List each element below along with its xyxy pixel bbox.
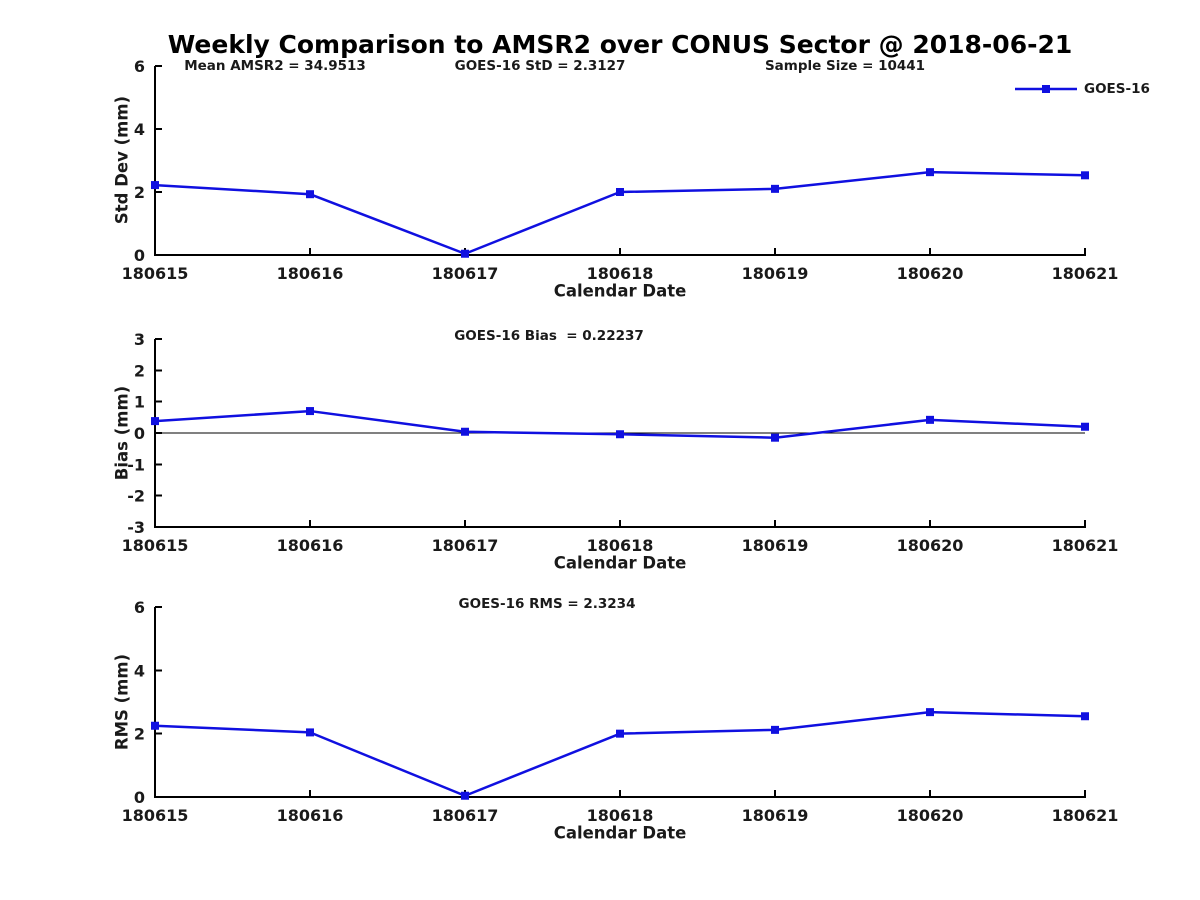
y-tick-label: 6 [134,57,145,76]
x-tick-label: 180620 [897,264,964,283]
legend-swatch [1015,85,1077,93]
y-tick-label: 1 [134,393,145,412]
y-tick-label: 2 [134,725,145,744]
data-point-marker [461,427,469,436]
x-tick-label: 180621 [1052,264,1119,283]
x-tick-label: 180619 [742,264,809,283]
data-point-marker [926,415,934,424]
annotation-goes16-std: GOES-16 StD = 2.3127 [454,58,626,74]
x-tick-label: 180616 [277,536,344,555]
y-tick-label: 0 [134,424,145,443]
data-point-marker [616,430,624,439]
x-tick-label: 180615 [122,536,189,555]
y-tick-label: 4 [134,661,145,680]
data-point-marker [306,407,314,416]
data-point-marker [461,249,469,258]
xlabel-calendar-date-3: Calendar Date [553,823,687,843]
x-tick-label: 180616 [277,264,344,283]
series-line [154,170,1086,255]
x-tick-label: 180616 [277,806,344,825]
data-point-marker [151,181,159,190]
data-point-marker [306,728,314,737]
annotation-sample-size: Sample Size = 10441 [764,58,926,74]
xlabel-calendar-date-2: Calendar Date [553,553,687,573]
y-tick-label: -3 [127,518,145,537]
ylabel-rms: RMS (mm) [112,653,132,751]
x-tick-label: 180615 [122,806,189,825]
data-point-marker [616,729,624,738]
data-point-marker [926,168,934,177]
data-point-marker [616,188,624,196]
x-tick-label: 180618 [587,536,654,555]
figure-title: Weekly Comparison to AMSR2 over CONUS Se… [167,30,1073,59]
annotation-goes16-rms: GOES-16 RMS = 2.3234 [458,596,636,612]
xlabel-calendar-date-1: Calendar Date [553,281,687,301]
data-point-marker [1081,712,1089,721]
x-tick-label: 180619 [742,806,809,825]
x-tick-label: 180620 [897,536,964,555]
y-tick-label: 2 [134,361,145,380]
y-tick-label: 4 [134,120,145,139]
y-tick-label: -1 [127,455,145,474]
legend-label: GOES-16 [1084,81,1150,97]
x-tick-label: 180618 [587,806,654,825]
ylabel-std-dev: Std Dev (mm) [112,95,132,225]
legend: GOES-16 [1015,81,1150,97]
data-point-marker [1081,171,1089,180]
data-point-marker [306,190,314,199]
x-tick-label: 180619 [742,536,809,555]
y-tick-label: 0 [134,246,145,265]
x-tick-label: 180620 [897,806,964,825]
legend-marker-icon [1042,85,1050,93]
x-tick-label: 180617 [432,264,499,283]
x-tick-label: 180621 [1052,536,1119,555]
annotation-mean-amsr2: Mean AMSR2 = 34.9513 [184,58,366,74]
y-tick-label: 6 [134,598,145,617]
y-tick-label: -2 [127,487,145,506]
data-point-marker [771,433,779,442]
data-point-marker [771,184,779,193]
y-tick-label: 3 [134,330,145,349]
x-tick-label: 180621 [1052,806,1119,825]
y-tick-label: 0 [134,788,145,807]
annotation-goes16-bias: GOES-16 Bias = 0.22237 [454,328,644,344]
data-point-marker [771,725,779,734]
data-point-marker [151,721,159,730]
x-tick-label: 180615 [122,264,189,283]
y-tick-label: 2 [134,183,145,202]
x-tick-label: 180618 [587,264,654,283]
ylabel-bias: Bias (mm) [112,385,132,481]
x-tick-label: 180617 [432,536,499,555]
series-line [154,710,1086,797]
data-point-marker [151,417,159,426]
data-point-marker [1081,422,1089,431]
data-point-marker [926,708,934,717]
data-point-marker [461,791,469,800]
x-tick-label: 180617 [432,806,499,825]
